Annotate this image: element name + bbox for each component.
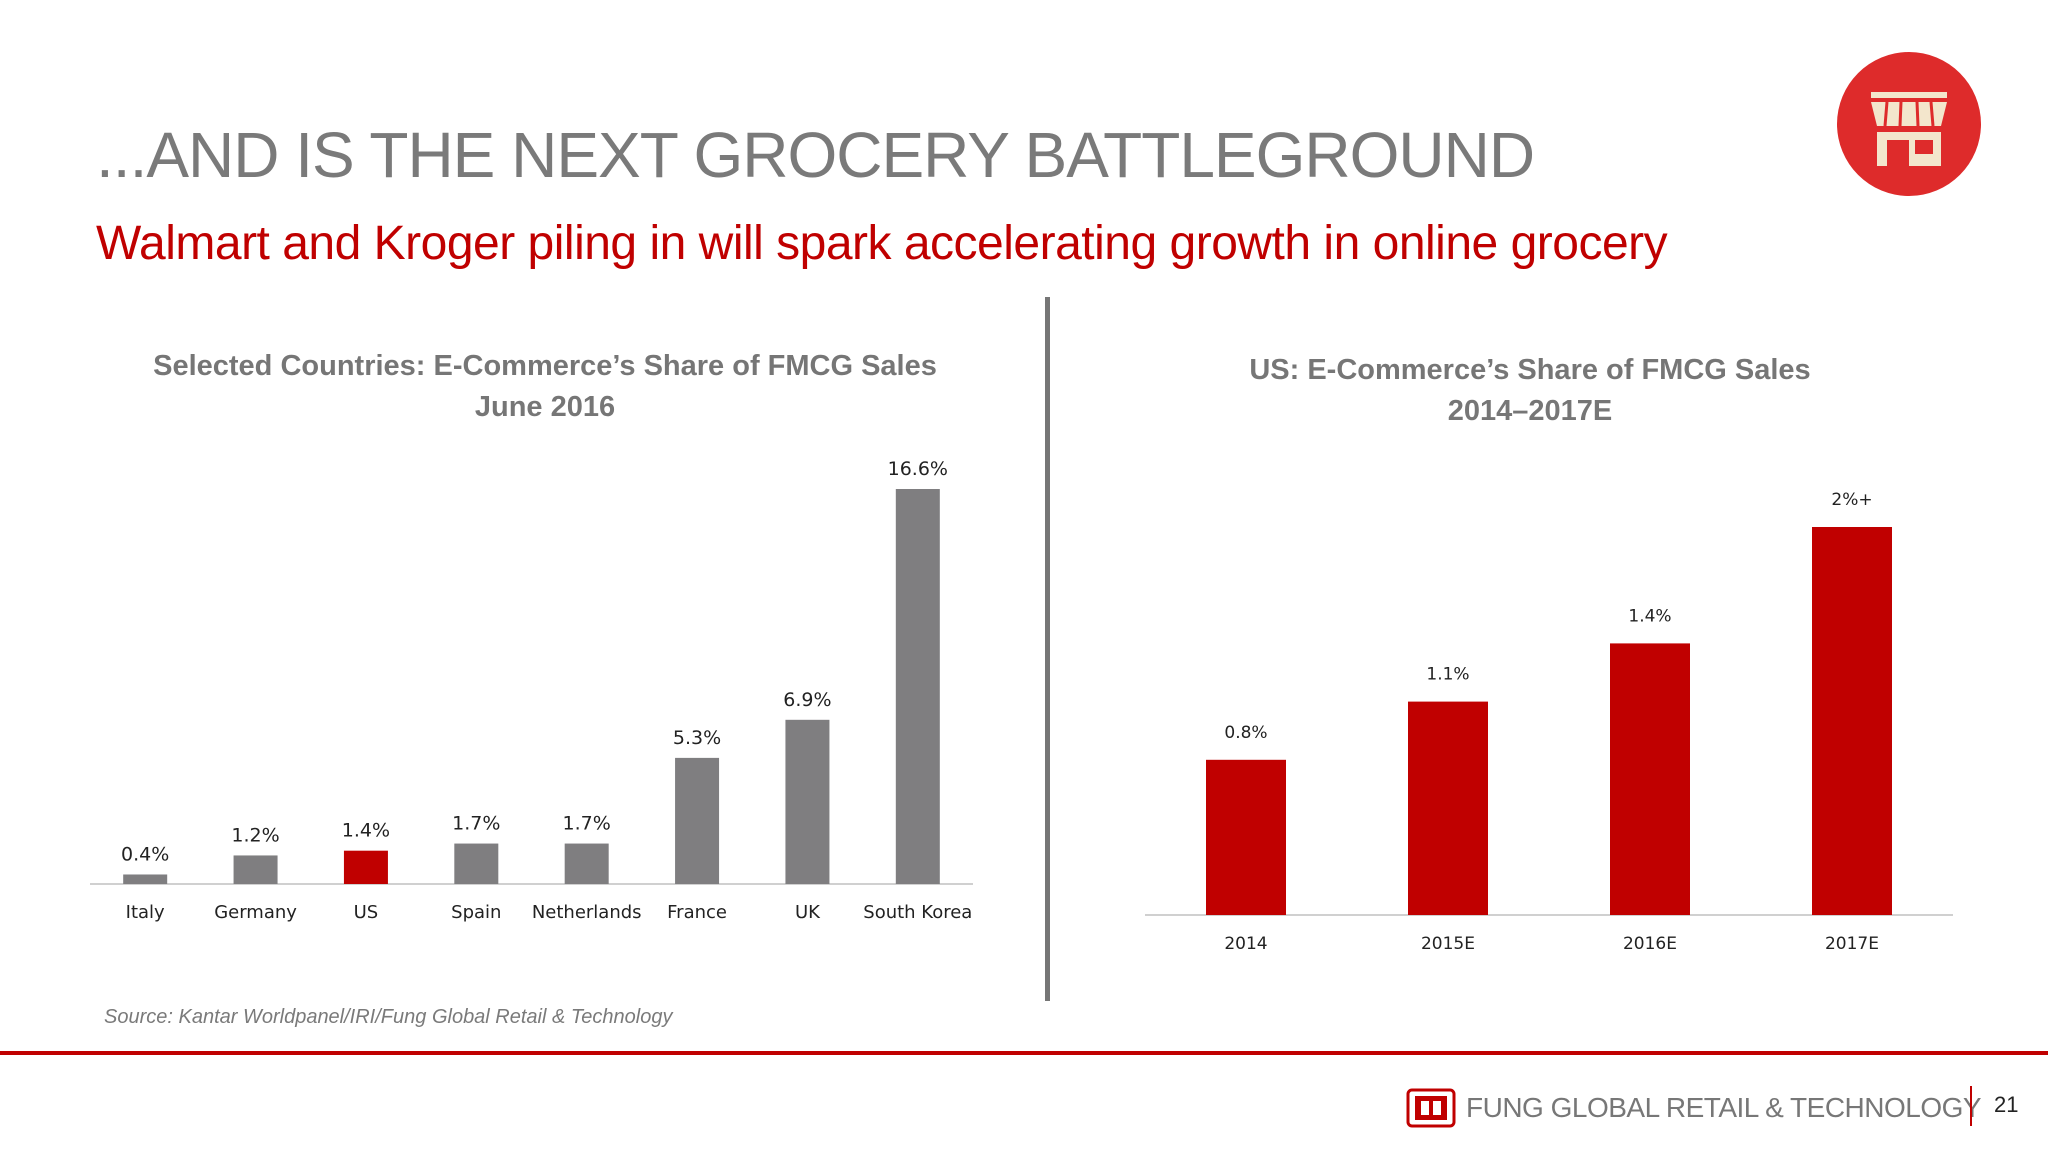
x-tick-label: 2015E xyxy=(1421,934,1475,954)
x-tick-label: 2017E xyxy=(1825,934,1879,954)
data-label: 0.8% xyxy=(1224,723,1267,743)
right-bar-chart: 0.8% 2014 1.1% 2015E 1.4% 2016E 2%+ 2017E xyxy=(1145,490,1953,954)
x-tick-label: Italy xyxy=(126,902,165,923)
footer-separator xyxy=(1970,1086,1972,1126)
brand-name: FUNG GLOBAL RETAIL & TECHNOLOGY xyxy=(1466,1092,1982,1123)
left-chart-subtitle: June 2016 xyxy=(474,391,616,423)
data-label: 1.4% xyxy=(342,820,390,842)
bar-2016e xyxy=(1610,643,1690,915)
x-tick-label: Netherlands xyxy=(532,902,642,923)
data-label: 1.1% xyxy=(1426,665,1469,685)
bar-netherlands xyxy=(564,843,609,884)
bar-uk xyxy=(785,719,830,884)
x-tick-label: France xyxy=(667,902,727,923)
x-tick-label: Spain xyxy=(451,902,501,923)
data-label: 1.7% xyxy=(563,813,611,835)
left-bar-chart: 0.4% Italy 1.2% Germany 1.4% US 1.7% Spain 1.7% N… xyxy=(90,458,973,923)
footer xyxy=(0,1055,2048,1152)
x-tick-label: US xyxy=(354,902,379,923)
bar-spain xyxy=(454,843,499,884)
footer-rule xyxy=(0,1051,2048,1055)
data-label: 1.2% xyxy=(231,824,279,846)
data-label: 5.3% xyxy=(673,727,721,749)
data-label: 2%+ xyxy=(1831,490,1872,510)
x-tick-label: South Korea xyxy=(863,902,972,923)
page-title: ...AND IS THE NEXT GROCERY BATTLEGROUND xyxy=(96,119,1535,191)
bar-germany xyxy=(233,855,278,884)
source-note: Source: Kantar Worldpanel/IRI/Fung Globa… xyxy=(104,1006,673,1028)
data-label: 0.4% xyxy=(121,843,169,865)
page-subtitle: Walmart and Kroger piling in will spark … xyxy=(96,217,1668,270)
bar-us xyxy=(343,850,388,884)
data-label: 16.6% xyxy=(888,458,948,480)
data-label: 1.7% xyxy=(452,813,500,835)
bar-2015e xyxy=(1408,701,1488,915)
x-tick-label: Germany xyxy=(214,902,297,923)
right-chart-subtitle: 2014–2017E xyxy=(1447,395,1613,427)
chart-divider xyxy=(1045,297,1050,1001)
left-chart-panel: Selected Countries: E-Commerce’s Share o… xyxy=(80,290,1010,1050)
x-tick-label: UK xyxy=(795,902,821,923)
storefront-icon xyxy=(1837,52,1981,196)
bar-2014 xyxy=(1206,759,1286,915)
data-label: 6.9% xyxy=(783,689,831,711)
bar-south-korea xyxy=(895,489,940,884)
left-chart-title: Selected Countries: E-Commerce’s Share o… xyxy=(153,350,937,382)
bar-2017e xyxy=(1812,527,1892,915)
right-chart-title: US: E-Commerce’s Share of FMCG Sales xyxy=(1249,354,1811,386)
x-tick-label: 2014 xyxy=(1224,934,1267,954)
right-chart-panel: US: E-Commerce’s Share of FMCG Sales 201… xyxy=(1060,290,2000,990)
page-number: 21 xyxy=(1994,1092,2019,1117)
x-tick-label: 2016E xyxy=(1623,934,1677,954)
brand-logo-icon xyxy=(1406,1088,1456,1128)
bar-france xyxy=(675,757,720,884)
data-label: 1.4% xyxy=(1628,606,1671,626)
bar-italy xyxy=(123,874,168,884)
